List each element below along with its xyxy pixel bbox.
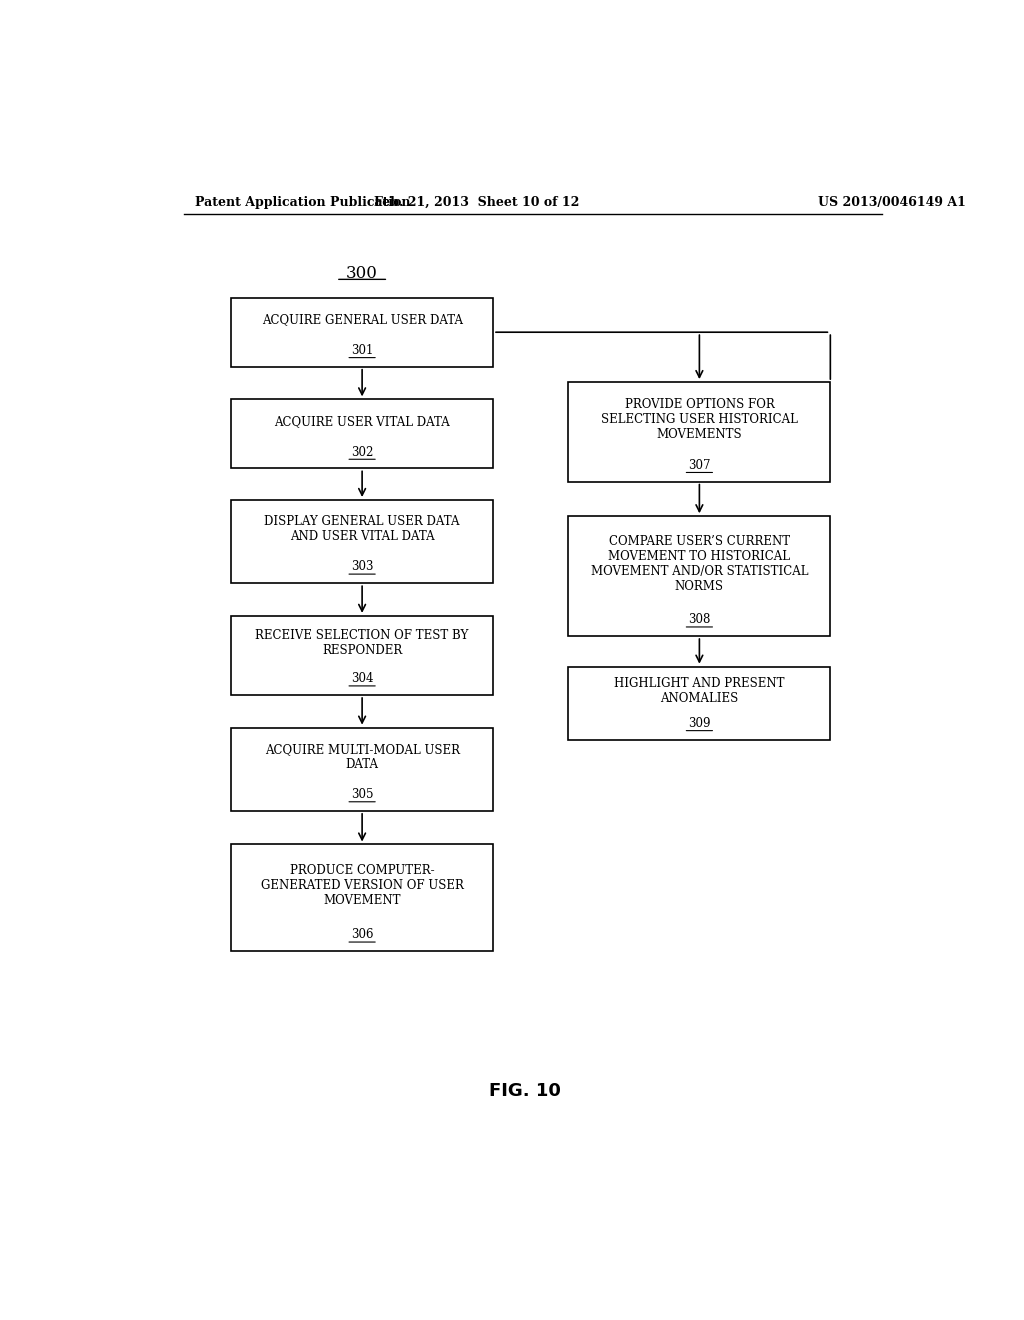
FancyBboxPatch shape xyxy=(231,616,494,696)
Text: DISPLAY GENERAL USER DATA
AND USER VITAL DATA: DISPLAY GENERAL USER DATA AND USER VITAL… xyxy=(264,515,460,544)
FancyBboxPatch shape xyxy=(231,727,494,810)
Text: HIGHLIGHT AND PRESENT
ANOMALIES: HIGHLIGHT AND PRESENT ANOMALIES xyxy=(614,677,784,705)
FancyBboxPatch shape xyxy=(231,297,494,367)
Text: 300: 300 xyxy=(346,265,378,281)
Text: ACQUIRE MULTI-MODAL USER
DATA: ACQUIRE MULTI-MODAL USER DATA xyxy=(264,743,460,771)
Text: 305: 305 xyxy=(351,788,374,801)
Text: ACQUIRE GENERAL USER DATA: ACQUIRE GENERAL USER DATA xyxy=(261,314,463,326)
Text: RECEIVE SELECTION OF TEST BY
RESPONDER: RECEIVE SELECTION OF TEST BY RESPONDER xyxy=(255,630,469,657)
FancyBboxPatch shape xyxy=(231,500,494,583)
Text: 306: 306 xyxy=(351,928,374,941)
Text: PROVIDE OPTIONS FOR
SELECTING USER HISTORICAL
MOVEMENTS: PROVIDE OPTIONS FOR SELECTING USER HISTO… xyxy=(601,399,798,441)
Text: Patent Application Publication: Patent Application Publication xyxy=(196,195,411,209)
FancyBboxPatch shape xyxy=(568,381,830,482)
Text: PRODUCE COMPUTER-
GENERATED VERSION OF USER
MOVEMENT: PRODUCE COMPUTER- GENERATED VERSION OF U… xyxy=(261,865,464,907)
Text: 304: 304 xyxy=(351,672,374,685)
Text: 301: 301 xyxy=(351,345,374,356)
FancyBboxPatch shape xyxy=(568,667,830,739)
Text: COMPARE USER’S CURRENT
MOVEMENT TO HISTORICAL
MOVEMENT AND/OR STATISTICAL
NORMS: COMPARE USER’S CURRENT MOVEMENT TO HISTO… xyxy=(591,535,808,593)
FancyBboxPatch shape xyxy=(568,516,830,636)
Text: FIG. 10: FIG. 10 xyxy=(488,1082,561,1101)
Text: 302: 302 xyxy=(351,446,374,458)
FancyBboxPatch shape xyxy=(231,845,494,952)
Text: US 2013/0046149 A1: US 2013/0046149 A1 xyxy=(818,195,967,209)
Text: Feb. 21, 2013  Sheet 10 of 12: Feb. 21, 2013 Sheet 10 of 12 xyxy=(375,195,580,209)
Text: 303: 303 xyxy=(351,561,374,573)
Text: ACQUIRE USER VITAL DATA: ACQUIRE USER VITAL DATA xyxy=(274,416,450,428)
Text: 308: 308 xyxy=(688,614,711,627)
FancyBboxPatch shape xyxy=(231,399,494,469)
Text: 309: 309 xyxy=(688,717,711,730)
Text: 307: 307 xyxy=(688,459,711,471)
